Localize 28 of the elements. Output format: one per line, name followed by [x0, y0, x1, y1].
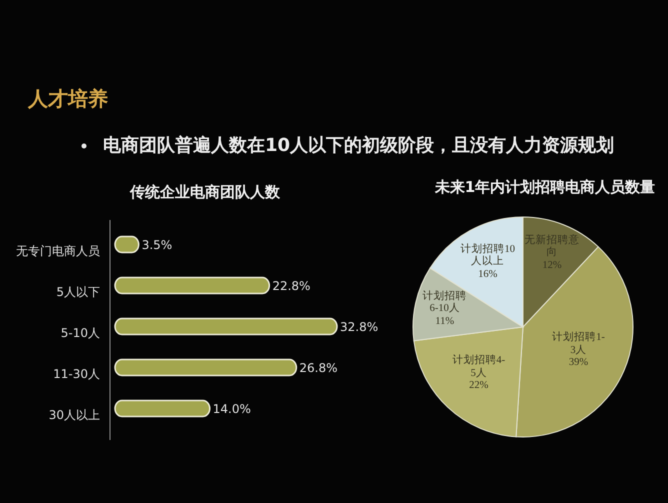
bar [114, 318, 338, 336]
slice-label: 计划招聘4-5人 [451, 355, 506, 380]
y-tick-label: 30人以上 [48, 408, 100, 422]
data-label: 26.8% [299, 360, 338, 375]
data-label: 11% [434, 316, 456, 328]
data-label: 22.8% [272, 278, 310, 293]
slice-label: 计划招聘1-3人 [551, 332, 606, 358]
slice-label: 无新招聘意向 [524, 234, 580, 260]
bar [114, 276, 270, 294]
bar [114, 358, 298, 376]
chart-title: 传统企业电商团队人数 [129, 183, 281, 202]
text: 电商团队普遍人数在10人以下的初级阶段，且没有人力资源规划 [103, 134, 614, 156]
chart-title: 未来1年内计划招聘电商人员数量 [434, 178, 656, 196]
text: 人才培养 [27, 86, 108, 110]
y-tick-label: 5人以下 [56, 284, 100, 299]
data-label: 3.5% [142, 238, 172, 252]
data-label: 12% [541, 260, 563, 273]
data-label: 39% [568, 357, 590, 370]
data-label: 22% [468, 380, 490, 394]
data-label: 14.0% [212, 402, 251, 416]
data-label: 16% [477, 269, 498, 282]
slice-label: 计划招聘10人以上 [460, 244, 516, 270]
y-tick-label: 5-10人 [60, 326, 100, 340]
y-tick-label: 11-30人 [53, 366, 100, 381]
data-label: 32.8% [340, 320, 378, 334]
slice-label: 计划招聘6-10人 [422, 290, 468, 316]
y-tick-label: 无专门电商人员 [16, 244, 100, 258]
bar [114, 400, 211, 418]
